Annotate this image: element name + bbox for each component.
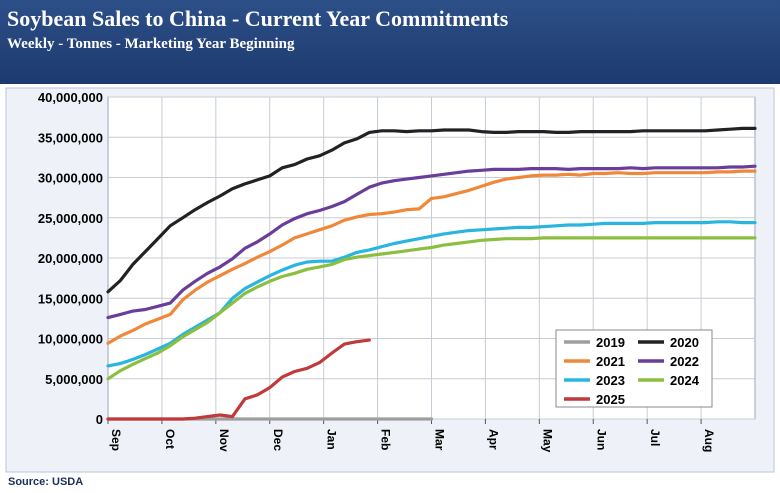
y-tick-label: 30,000,000 <box>38 171 103 186</box>
legend-label-2024: 2024 <box>670 373 700 388</box>
x-tick-label: Apr <box>486 429 500 450</box>
series-line-2020 <box>106 126 757 294</box>
y-tick-label: 0 <box>96 412 103 427</box>
y-tick-label: 25,000,000 <box>38 211 103 226</box>
legend-label-2019: 2019 <box>596 335 625 350</box>
x-tick-label: Jun <box>594 429 608 450</box>
y-tick-label: 5,000,000 <box>45 372 103 387</box>
legend: 2019 2020 2021 2022 2023 2024 2025 <box>555 329 713 408</box>
x-tick-label: Jul <box>648 429 662 446</box>
y-tick-label: 20,000,000 <box>38 251 103 266</box>
series-line-2025 <box>106 338 371 421</box>
legend-label-2020: 2020 <box>670 335 699 350</box>
legend-label-2023: 2023 <box>596 373 625 388</box>
source-note: Source: USDA <box>8 476 84 488</box>
x-tick-label: May <box>540 429 554 453</box>
y-tick-label: 40,000,000 <box>38 90 103 105</box>
x-tick-label: Oct <box>163 429 177 449</box>
series-line-2024 <box>106 236 757 381</box>
legend-label-2025: 2025 <box>596 392 625 407</box>
y-tick-label: 15,000,000 <box>38 291 103 306</box>
chart-title: Soybean Sales to China - Current Year Co… <box>7 6 509 31</box>
series-line-2021 <box>106 169 757 345</box>
y-tick-label: 35,000,000 <box>38 130 103 145</box>
title-banner: Soybean Sales to China - Current Year Co… <box>0 0 780 84</box>
y-tick-label: 10,000,000 <box>38 332 103 347</box>
x-tick-label: Mar <box>433 429 447 451</box>
x-tick-label: Aug <box>702 429 716 452</box>
axes: 0 5,000,000 10,000,000 15,000,000 20,000,000… <box>38 90 716 453</box>
x-tick-label: Dec <box>271 429 285 451</box>
legend-label-2022: 2022 <box>670 354 699 369</box>
chart-subtitle: Weekly - Tonnes - Marketing Year Beginni… <box>7 36 295 52</box>
x-tick-label: Nov <box>217 429 231 452</box>
legend-label-2021: 2021 <box>596 354 625 369</box>
x-tick-label: Sep <box>109 429 123 451</box>
series-line-2022 <box>106 164 757 320</box>
x-tick-label: Jan <box>325 429 339 450</box>
x-tick-label: Feb <box>379 429 393 450</box>
series-lines <box>106 126 757 421</box>
